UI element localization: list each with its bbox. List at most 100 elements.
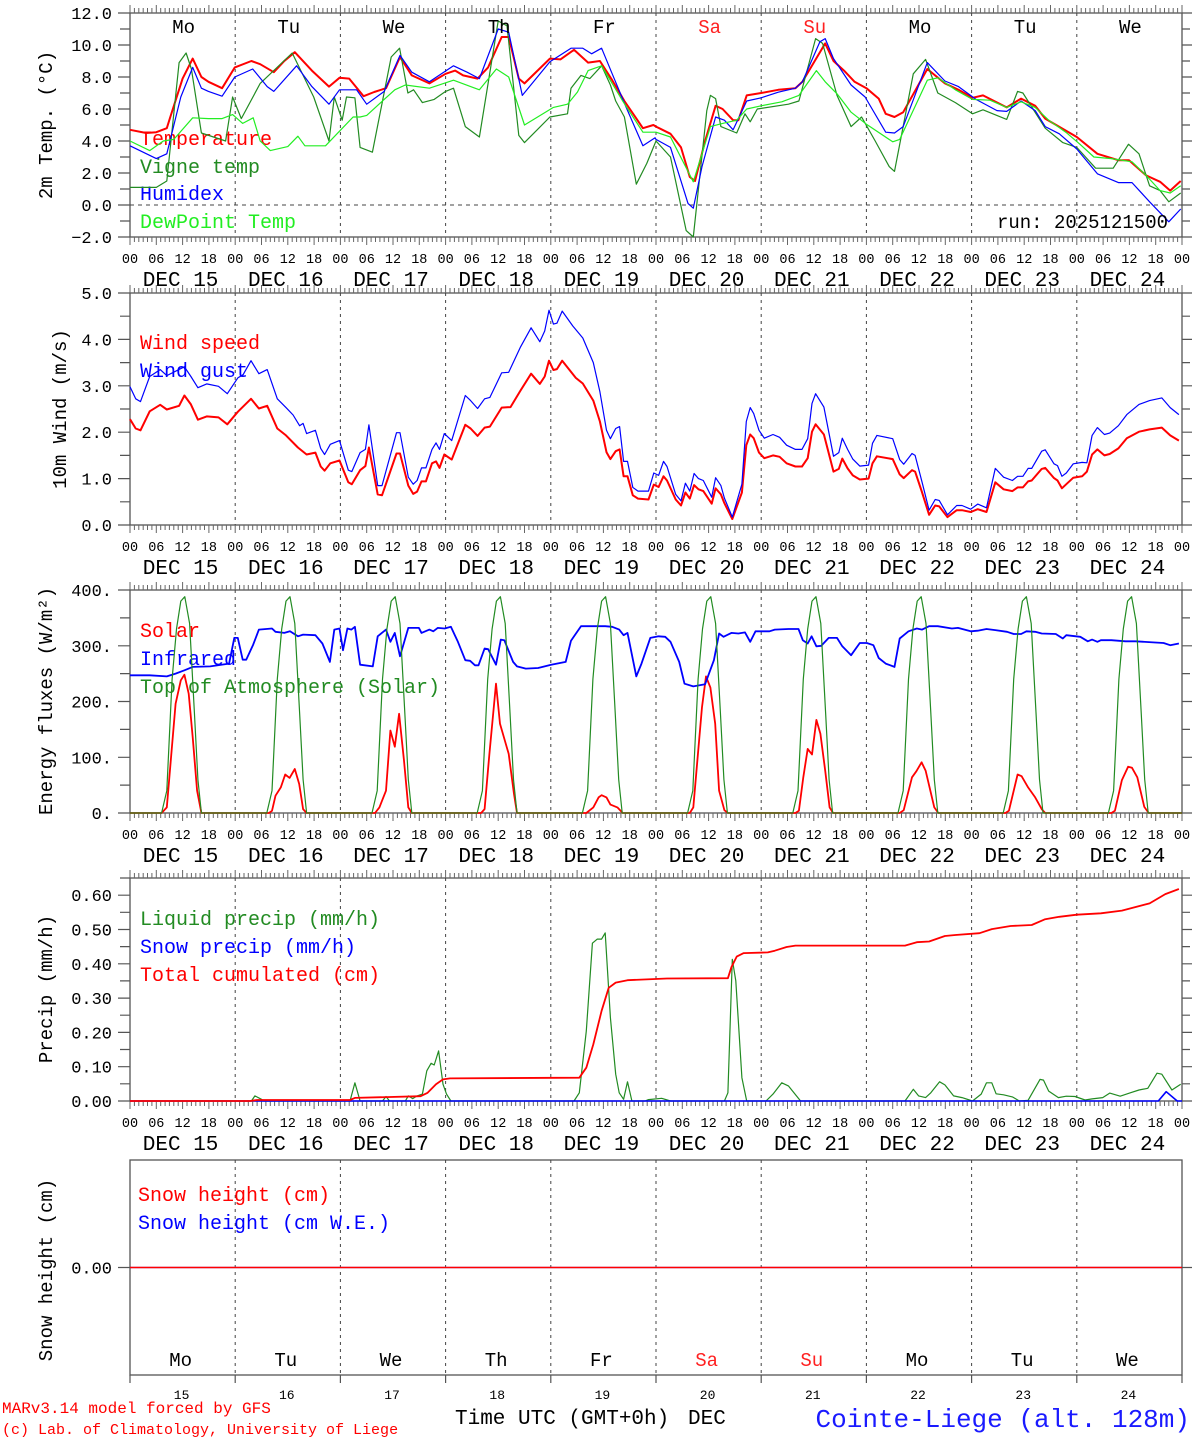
y-tick-label: 200.	[71, 695, 112, 714]
hour-tick-label: 12	[385, 1117, 401, 1132]
legend-entry: Snow precip (mm/h)	[140, 937, 356, 960]
hour-tick-label: 18	[1148, 253, 1164, 268]
hour-tick-label: 06	[464, 541, 480, 556]
hour-tick-label: 18	[516, 1117, 532, 1132]
hour-tick-label: 18	[622, 829, 638, 844]
day-name-label: Sa	[695, 1350, 718, 1372]
hour-tick-label: 12	[1016, 541, 1032, 556]
date-label: DEC 16	[248, 846, 324, 869]
hour-tick-label: 12	[911, 541, 927, 556]
hour-tick-label: 18	[306, 253, 322, 268]
hour-tick-label: 06	[674, 253, 690, 268]
series-wind-speed	[129, 359, 1180, 520]
hour-tick-label: 00	[858, 829, 874, 844]
hour-tick-label: 00	[1069, 1117, 1085, 1132]
hour-tick-label: 18	[832, 829, 848, 844]
date-label: DEC 20	[669, 270, 745, 293]
hour-tick-label: 18	[306, 829, 322, 844]
hour-ticks	[129, 5, 1183, 245]
date-label: DEC 23	[984, 846, 1060, 869]
panel-4: 00 06 12 18 DEC 15 00 06 12 18 DEC 16 00 06 12 18 DEC …	[36, 870, 1192, 1157]
day-number-label: 24	[1121, 1388, 1137, 1403]
hour-tick-label: 06	[674, 541, 690, 556]
day-name-label: Mo	[172, 17, 195, 39]
series-total-cumulated-cm	[130, 888, 1180, 1102]
hour-tick-label: 06	[779, 1117, 795, 1132]
hour-tick-label: 12	[174, 829, 190, 844]
hour-tick-label: 00	[1069, 829, 1085, 844]
hour-tick-label: 18	[306, 541, 322, 556]
hour-tick-label: 00	[858, 541, 874, 556]
date-label: DEC 24	[1090, 846, 1166, 869]
hour-tick-label: 18	[937, 253, 953, 268]
hour-tick-label: 06	[464, 253, 480, 268]
hour-tick-label: 12	[280, 253, 296, 268]
hour-tick-label: 18	[622, 253, 638, 268]
date-label: DEC 19	[564, 270, 640, 293]
date-label: DEC 17	[353, 270, 429, 293]
hour-tick-label: 12	[806, 541, 822, 556]
date-label: DEC 16	[248, 1134, 324, 1157]
hour-tick-label: 18	[937, 541, 953, 556]
y-tick-label: 400.	[71, 583, 112, 602]
y-tick-label: 100.	[71, 750, 112, 769]
hour-tick-label: 00	[543, 253, 559, 268]
hour-tick-label: 18	[411, 253, 427, 268]
panel-5: Mo 15 Tu 16 We 17 Th 18 Fr 19 Sa 20 Su 21 Mo 22 Tu 23 We 24…	[36, 1159, 1192, 1403]
hour-tick-label: 00	[122, 253, 138, 268]
hour-tick-label: 00	[227, 253, 243, 268]
hour-tick-label: 18	[937, 829, 953, 844]
hour-tick-label: 06	[569, 829, 585, 844]
hour-tick-label: 12	[490, 1117, 506, 1132]
hour-tick-label: 18	[832, 1117, 848, 1132]
hour-tick-label: 18	[411, 541, 427, 556]
hour-tick-label: 18	[516, 829, 532, 844]
hour-tick-label: 18	[201, 1117, 217, 1132]
day-name-label: Mo	[906, 1350, 929, 1372]
hour-tick-label: 00	[122, 1117, 138, 1132]
date-label: DEC 23	[984, 270, 1060, 293]
hour-tick-label: 12	[595, 541, 611, 556]
hour-tick-label: 06	[148, 541, 164, 556]
hour-tick-label: 18	[1042, 541, 1058, 556]
date-label: DEC 15	[143, 846, 219, 869]
month-label: DEC	[688, 1408, 726, 1431]
day-name-label: Su	[803, 17, 826, 39]
hour-ticks	[129, 285, 1183, 533]
hour-tick-label: 00	[648, 1117, 664, 1132]
hour-tick-label: 00	[437, 541, 453, 556]
day-number-label: 21	[805, 1388, 821, 1403]
hour-tick-label: 00	[332, 829, 348, 844]
hour-tick-label: 06	[1095, 829, 1111, 844]
y-tick-label: 0.0	[81, 518, 112, 537]
date-label: DEC 20	[669, 846, 745, 869]
hour-tick-label: 00	[858, 253, 874, 268]
series-temperature	[129, 36, 1182, 192]
legend-entry: DewPoint Temp	[140, 212, 296, 235]
date-label: DEC 16	[248, 558, 324, 581]
hour-tick-label: 12	[806, 253, 822, 268]
date-label: DEC 17	[353, 1134, 429, 1157]
date-label: DEC 23	[984, 558, 1060, 581]
day-name-label: Sa	[698, 17, 721, 39]
series-vigne-temp	[130, 20, 1182, 238]
y-tick-label: 0.00	[71, 1261, 112, 1280]
hour-tick-label: 18	[727, 253, 743, 268]
hour-ticks	[129, 582, 1183, 821]
hour-tick-label: 00	[753, 541, 769, 556]
hour-tick-label: 06	[359, 829, 375, 844]
hour-tick-label: 12	[911, 1117, 927, 1132]
hour-tick-label: 12	[280, 1117, 296, 1132]
date-label: DEC 21	[774, 1134, 850, 1157]
date-label: DEC 19	[564, 846, 640, 869]
hour-tick-label: 00	[227, 1117, 243, 1132]
hour-tick-label: 12	[1121, 541, 1137, 556]
hour-tick-label: 00	[1174, 541, 1190, 556]
date-label: DEC 22	[879, 270, 955, 293]
hour-tick-label: 06	[464, 829, 480, 844]
y-tick-label: 8.0	[81, 70, 112, 89]
hour-tick-label: 00	[963, 253, 979, 268]
legend-entry: Liquid precip (mm/h)	[140, 909, 380, 932]
hour-tick-label: 06	[148, 253, 164, 268]
